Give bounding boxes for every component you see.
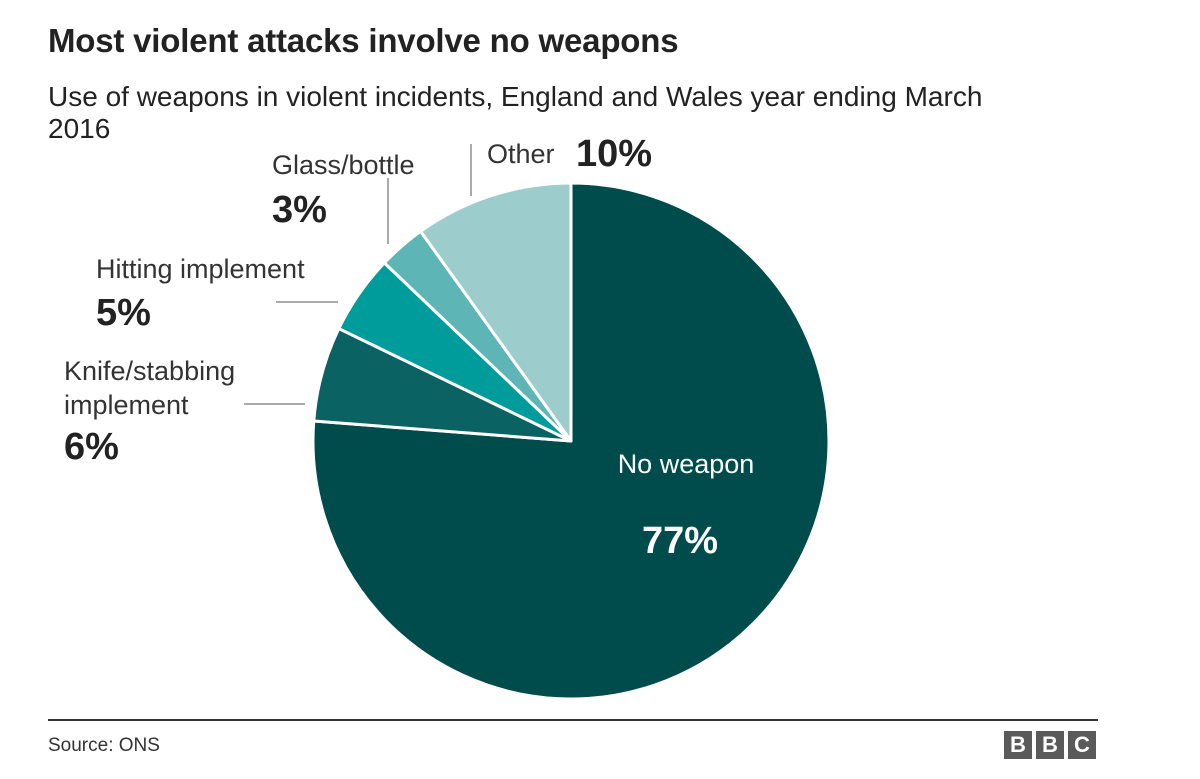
slice-label-knife-line-1: Knife/stabbing — [64, 356, 235, 386]
slice-label-knife-line-2: implement — [64, 390, 189, 420]
slice-label-hitting-implement: Hitting implement — [96, 254, 305, 284]
source-note: Source: ONS — [48, 735, 160, 756]
slice-value-glass-bottle: 3% — [272, 189, 327, 231]
pie-slice-other — [419, 181, 573, 443]
slice-value-no-weapon: 77% — [642, 520, 718, 562]
bbc-logo: B B C — [1004, 731, 1096, 759]
footer-divider — [48, 719, 1098, 721]
chart-subtitle: Use of weapons in violent incidents, Eng… — [48, 81, 983, 144]
slice-value-hitting-implement: 5% — [96, 292, 151, 334]
bbc-logo-block-2: B — [1036, 731, 1064, 759]
slice-label-other: Other — [487, 139, 555, 169]
chart-title: Most violent attacks involve no weapons — [48, 22, 679, 59]
slice-label-glass-bottle: Glass/bottle — [272, 150, 415, 180]
slice-label-no-weapon: No weapon — [618, 449, 755, 479]
slice-value-knife: 6% — [64, 426, 119, 468]
bbc-logo-block-1: B — [1004, 731, 1032, 759]
slice-value-other: 10% — [576, 133, 652, 175]
bbc-logo-block-3: C — [1068, 731, 1096, 759]
